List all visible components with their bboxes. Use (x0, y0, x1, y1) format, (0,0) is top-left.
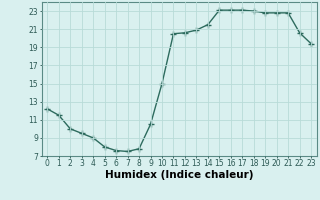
X-axis label: Humidex (Indice chaleur): Humidex (Indice chaleur) (105, 170, 253, 180)
